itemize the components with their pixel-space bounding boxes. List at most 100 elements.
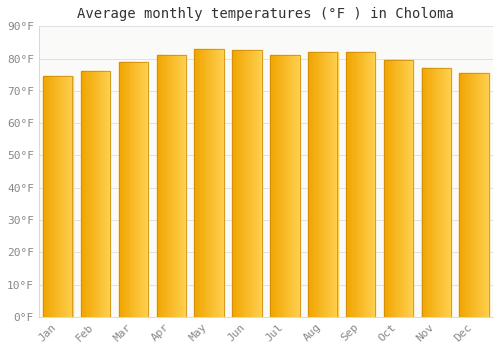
Bar <box>388 60 390 317</box>
Bar <box>209 49 210 317</box>
Bar <box>349 52 350 317</box>
Bar <box>257 50 258 317</box>
Bar <box>476 73 477 317</box>
Bar <box>470 73 471 317</box>
Bar <box>270 55 271 317</box>
Bar <box>253 50 254 317</box>
Bar <box>86 71 88 317</box>
Bar <box>384 60 413 317</box>
Bar <box>214 49 215 317</box>
Bar <box>330 52 332 317</box>
Bar <box>284 55 285 317</box>
Bar <box>283 55 284 317</box>
Bar <box>318 52 319 317</box>
Bar <box>70 76 72 317</box>
Bar <box>472 73 473 317</box>
Bar <box>249 50 250 317</box>
Bar <box>62 76 64 317</box>
Bar <box>84 71 85 317</box>
Bar <box>100 71 102 317</box>
Bar <box>272 55 273 317</box>
Bar <box>296 55 298 317</box>
Bar <box>43 76 72 317</box>
Bar <box>156 55 186 317</box>
Bar <box>450 68 451 317</box>
Bar <box>485 73 486 317</box>
Bar <box>208 49 209 317</box>
Bar <box>483 73 484 317</box>
Bar <box>48 76 49 317</box>
Bar <box>474 73 475 317</box>
Bar <box>166 55 168 317</box>
Bar <box>346 52 347 317</box>
Bar <box>258 50 259 317</box>
Bar <box>426 68 428 317</box>
Bar <box>475 73 476 317</box>
Bar <box>43 76 72 317</box>
Bar <box>422 68 451 317</box>
Bar <box>464 73 466 317</box>
Bar <box>308 52 338 317</box>
Bar <box>422 68 451 317</box>
Bar <box>144 62 146 317</box>
Bar <box>198 49 200 317</box>
Bar <box>132 62 134 317</box>
Bar <box>90 71 92 317</box>
Bar <box>180 55 181 317</box>
Bar <box>58 76 59 317</box>
Bar <box>202 49 203 317</box>
Bar <box>348 52 349 317</box>
Bar <box>220 49 221 317</box>
Bar <box>346 52 376 317</box>
Bar <box>316 52 317 317</box>
Bar <box>432 68 434 317</box>
Bar <box>126 62 128 317</box>
Bar <box>194 49 196 317</box>
Bar <box>168 55 170 317</box>
Bar <box>319 52 320 317</box>
Bar <box>320 52 322 317</box>
Bar <box>53 76 54 317</box>
Bar <box>246 50 247 317</box>
Bar <box>134 62 136 317</box>
Bar <box>354 52 356 317</box>
Bar <box>308 52 338 317</box>
Bar <box>243 50 244 317</box>
Bar <box>176 55 177 317</box>
Bar <box>478 73 479 317</box>
Bar <box>443 68 444 317</box>
Bar <box>481 73 482 317</box>
Bar <box>170 55 172 317</box>
Bar <box>240 50 241 317</box>
Bar <box>205 49 206 317</box>
Bar <box>232 50 234 317</box>
Bar <box>487 73 488 317</box>
Bar <box>247 50 248 317</box>
Bar <box>182 55 183 317</box>
Bar <box>384 60 413 317</box>
Bar <box>108 71 110 317</box>
Bar <box>298 55 300 317</box>
Bar <box>315 52 316 317</box>
Bar <box>460 73 489 317</box>
Bar <box>118 62 148 317</box>
Bar <box>480 73 481 317</box>
Bar <box>424 68 426 317</box>
Bar <box>320 52 321 317</box>
Bar <box>477 73 478 317</box>
Bar <box>282 55 283 317</box>
Bar <box>241 50 242 317</box>
Bar <box>218 49 219 317</box>
Bar <box>275 55 276 317</box>
Bar <box>289 55 290 317</box>
Bar <box>336 52 338 317</box>
Bar <box>347 52 348 317</box>
Bar <box>449 68 450 317</box>
Bar <box>290 55 291 317</box>
Bar <box>280 55 281 317</box>
Bar <box>422 68 424 317</box>
Bar <box>147 62 148 317</box>
Bar <box>294 55 296 317</box>
Bar <box>215 49 216 317</box>
Bar <box>44 76 45 317</box>
